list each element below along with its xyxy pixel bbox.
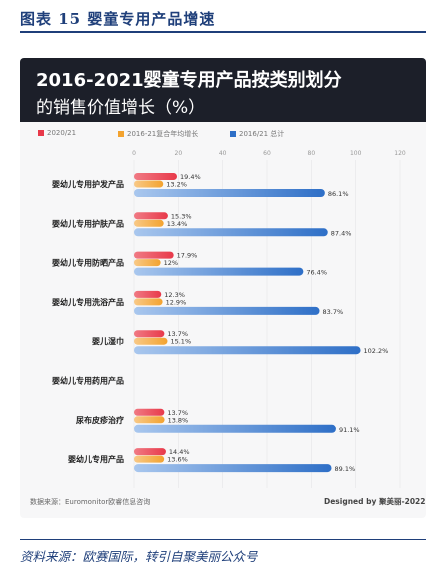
legend-label-0: 2020/21 xyxy=(47,129,77,137)
bar-6-1 xyxy=(134,416,165,424)
bar-1-0 xyxy=(134,212,168,220)
data-label-6-0: 13.7% xyxy=(167,409,188,417)
x-tick-label-0: 0 xyxy=(132,150,136,157)
x-tick-label-1: 20 xyxy=(175,150,183,157)
chart-header: 2016-2021婴童专用产品按类别划分 的销售价值增长（%） xyxy=(20,58,426,122)
x-tick-label-6: 120 xyxy=(394,150,406,157)
legend-swatch-1 xyxy=(118,131,124,137)
chart-title: 2016-2021婴童专用产品按类别划分 xyxy=(36,70,342,91)
category-label-5: 婴幼儿专用药用产品 xyxy=(52,376,124,386)
x-tick-label-3: 60 xyxy=(263,150,271,157)
data-label-1-1: 13.4% xyxy=(167,220,188,228)
bar-1-2 xyxy=(134,228,328,237)
figure-caption: 图表 15 婴童专用产品增速 xyxy=(20,10,216,28)
bar-7-2 xyxy=(134,464,332,473)
data-label-4-2: 102.2% xyxy=(364,347,389,355)
bar-3-1 xyxy=(134,298,163,306)
caption-rule xyxy=(20,31,426,33)
data-label-1-2: 87.4% xyxy=(331,229,352,237)
bar-4-2 xyxy=(134,346,361,355)
legend-item-1: 2016-21复合年均增长 xyxy=(118,129,198,139)
data-label-2-1: 12% xyxy=(164,259,178,267)
footer-source: 数据来源：Euromonitor欧睿信息咨询 xyxy=(30,498,151,506)
bar-7-1 xyxy=(134,455,165,463)
legend-label-2: 2016/21 总计 xyxy=(239,130,285,138)
legend-label-1: 2016-21复合年均增长 xyxy=(127,130,199,138)
bar-0-1 xyxy=(134,180,164,188)
bar-6-2 xyxy=(134,424,336,433)
data-label-4-1: 15.1% xyxy=(170,338,191,346)
data-label-0-0: 19.4% xyxy=(180,173,201,181)
data-label-3-1: 12.9% xyxy=(166,298,187,306)
data-label-3-0: 12.3% xyxy=(164,291,185,299)
category-label-4: 婴儿湿巾 xyxy=(92,336,124,346)
bar-7-0 xyxy=(134,448,166,456)
bar-0-2 xyxy=(134,189,325,197)
bar-3-0 xyxy=(134,290,162,298)
category-label-3: 婴幼儿专用洗浴产品 xyxy=(52,297,124,307)
data-label-7-1: 13.6% xyxy=(167,456,188,464)
legend-swatch-2 xyxy=(230,131,236,137)
bar-1-1 xyxy=(134,219,164,227)
legend-item-0: 2020/21 xyxy=(38,129,76,137)
bottom-source: 资料来源：欧赛国际，转引自聚美丽公众号 xyxy=(20,549,258,564)
data-label-2-0: 17.9% xyxy=(177,252,198,260)
category-label-0: 婴幼儿专用护发产品 xyxy=(52,179,124,189)
data-label-1-0: 15.3% xyxy=(171,212,192,220)
data-label-7-2: 89.1% xyxy=(335,465,356,473)
category-label-7: 婴幼儿专用产品 xyxy=(68,454,124,464)
bottom-rule xyxy=(20,539,426,540)
bar-4-0 xyxy=(134,330,165,338)
legend-swatch-0 xyxy=(38,130,44,136)
category-label-1: 婴幼儿专用护肤产品 xyxy=(52,218,124,228)
bar-3-2 xyxy=(134,306,320,315)
bar-chart: 0 20 40 60 80 100 120 婴幼儿专用护发产品 19.4%13.2% 86.1% 婴… xyxy=(52,150,406,488)
bar-2-2 xyxy=(134,267,304,276)
category-label-6: 尿布皮疹治疗 xyxy=(76,415,124,425)
data-label-0-1: 13.2% xyxy=(166,181,187,189)
data-label-3-2: 83.7% xyxy=(323,308,344,316)
data-label-6-1: 13.8% xyxy=(168,416,189,424)
x-tick-label-4: 80 xyxy=(308,150,316,157)
data-label-4-0: 13.7% xyxy=(167,330,188,338)
bar-0-0 xyxy=(134,173,178,180)
bar-4-1 xyxy=(134,337,168,345)
bar-2-1 xyxy=(134,259,161,267)
data-label-6-2: 91.1% xyxy=(339,426,360,434)
chart-subtitle: 的销售价值增长（%） xyxy=(36,98,206,118)
legend-item-2: 2016/21 总计 xyxy=(230,129,284,139)
x-tick-label-2: 40 xyxy=(219,150,227,157)
data-label-0-2: 86.1% xyxy=(328,190,349,198)
bar-6-0 xyxy=(134,408,165,416)
chart-card xyxy=(20,58,426,518)
x-tick-label-5: 100 xyxy=(350,150,362,157)
data-label-2-2: 76.4% xyxy=(306,269,327,277)
bar-2-0 xyxy=(134,251,174,259)
category-label-2: 婴幼儿专用防晒产品 xyxy=(52,258,124,268)
data-label-7-0: 14.4% xyxy=(169,448,190,456)
footer-credit: Designed by 聚美丽-2022 xyxy=(324,497,426,506)
